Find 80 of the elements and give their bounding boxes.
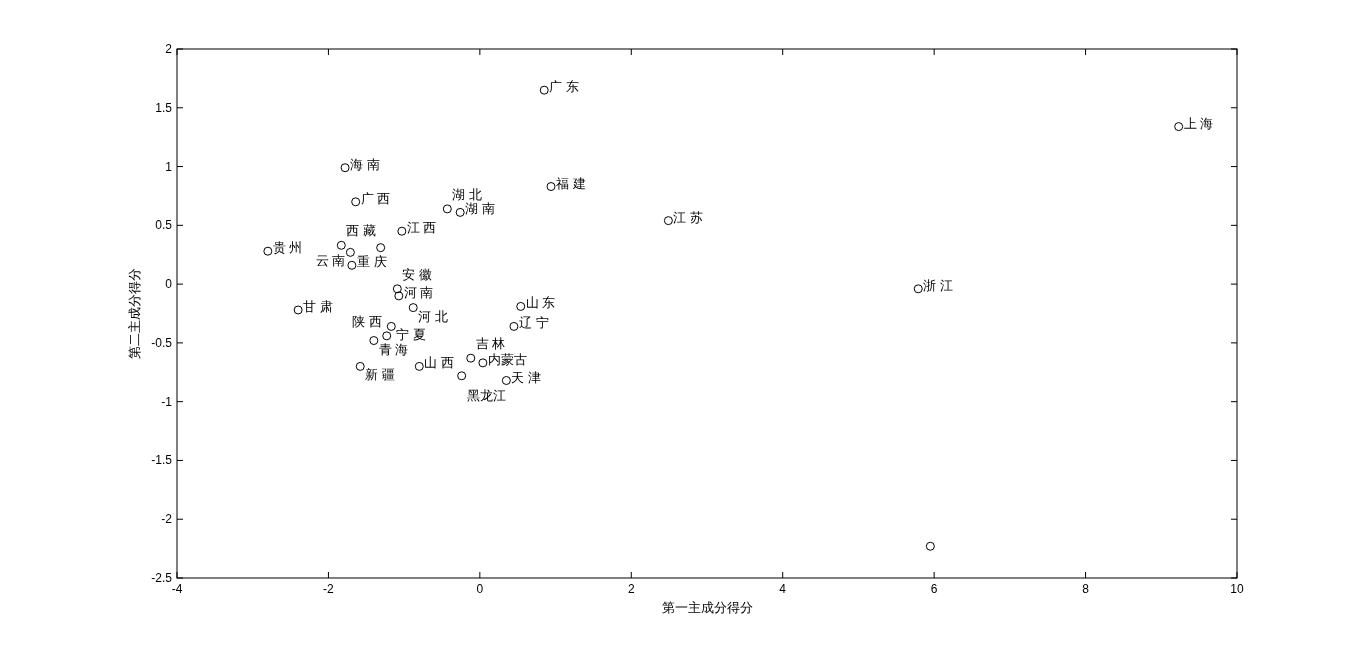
point [340, 163, 350, 173]
annotation: 湖 北 [452, 186, 482, 202]
point [345, 247, 355, 257]
x-tick-label: 2 [627, 582, 635, 596]
annotation: 内蒙古 [487, 351, 527, 367]
point [1174, 122, 1184, 132]
point [925, 541, 935, 551]
annotation: 湖 南 [465, 201, 495, 217]
annotation: 重 庆 [356, 254, 387, 270]
point [478, 358, 488, 368]
point [392, 284, 402, 294]
y-tick-label: -0.5 [151, 335, 173, 350]
annotation: 浙 江 [923, 277, 953, 293]
annotation: 辽 宁 [518, 315, 549, 331]
point [414, 361, 424, 371]
annotation: 天 津 [511, 369, 541, 385]
annotation: 广 西 [360, 190, 391, 206]
point [351, 197, 361, 207]
point [501, 376, 511, 386]
y-tick-label: 1 [165, 159, 173, 174]
y-tick-label: 2 [165, 42, 173, 56]
point [455, 207, 465, 217]
annotation: 西 藏 [346, 223, 376, 239]
annotation: 河 北 [418, 308, 448, 324]
point [663, 216, 673, 226]
annotation: 陕 西 [352, 313, 382, 329]
x-tick-label: 0 [476, 582, 484, 596]
point [293, 305, 303, 315]
annotation: 安 徽 [402, 266, 432, 282]
annotation: 广 东 [549, 79, 579, 95]
x-tick-label: -4 [171, 582, 183, 596]
point [355, 361, 365, 371]
x-tick-label: 8 [1082, 582, 1090, 596]
annotation: 黑龙江 [466, 387, 506, 403]
point [442, 204, 452, 214]
point [408, 303, 418, 313]
annotation: 福 建 [556, 175, 586, 191]
annotation: 海 南 [350, 156, 380, 172]
point [376, 243, 386, 253]
annotation: 甘 肃 [303, 298, 333, 314]
y-tick-label: -2 [161, 512, 173, 527]
point [336, 240, 346, 250]
annotation: 上 海 [1183, 115, 1214, 131]
annotation: 宁 夏 [396, 327, 426, 343]
annotation: 新 疆 [365, 367, 395, 383]
annotation: 吉 林 [475, 336, 506, 352]
point [386, 321, 396, 331]
point [397, 226, 407, 236]
point [466, 353, 476, 363]
annotation: 河 南 [403, 284, 434, 300]
point [263, 246, 273, 256]
y-axis-title: 第二主成分得分 [127, 268, 142, 359]
point [382, 331, 392, 341]
annotation: 云 南 [315, 253, 346, 269]
point [394, 291, 404, 301]
x-axis-title: 第一主成分得分 [661, 600, 753, 615]
annotation: 贵 州 [272, 240, 303, 256]
x-tick-label: 6 [930, 582, 938, 596]
y-tick-label: 0.5 [155, 218, 173, 233]
annotation: 山 东 [525, 295, 556, 311]
annotation: 青 海 [378, 341, 409, 357]
y-tick-label: -1 [161, 394, 173, 409]
y-tick-label: -2.5 [151, 571, 173, 585]
point [369, 336, 379, 346]
point [546, 182, 556, 192]
point [347, 260, 357, 270]
x-tick-label: 4 [779, 582, 787, 596]
point [457, 371, 467, 381]
annotation: 江 苏 [673, 209, 704, 225]
point [913, 284, 923, 294]
point [539, 85, 549, 95]
point [509, 321, 519, 331]
y-tick-label: 0 [165, 277, 173, 292]
point [516, 301, 526, 311]
annotation: 江 西 [406, 220, 437, 236]
annotation: 山 西 [424, 355, 454, 371]
y-tick-label: -1.5 [151, 453, 173, 468]
x-tick-label: -2 [323, 582, 335, 596]
x-tick-label: 10 [1230, 582, 1244, 596]
y-tick-label: 1.5 [155, 100, 173, 115]
